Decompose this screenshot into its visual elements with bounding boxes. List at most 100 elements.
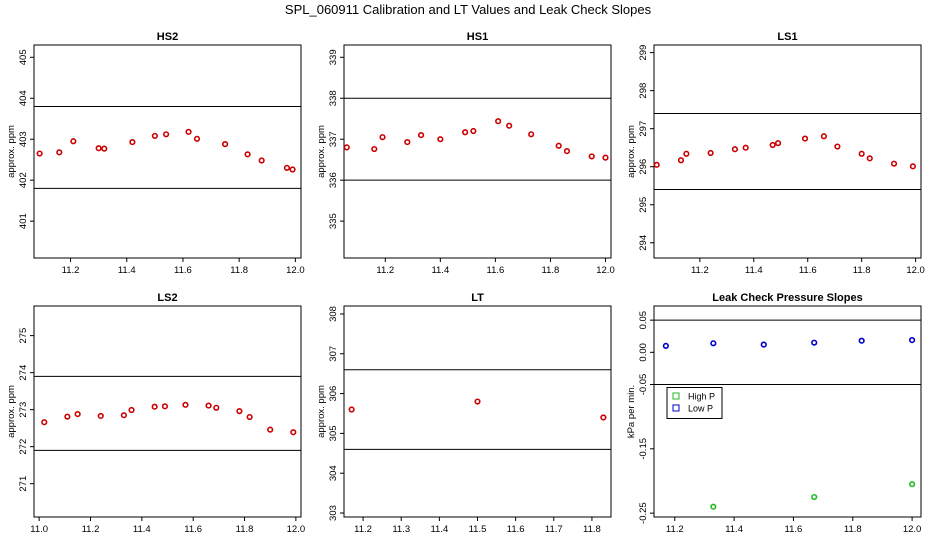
panel: HS2 11.2 11.4 11.6 11.8 12.0 401 402 403 404 405 ap… <box>6 31 305 276</box>
data-point <box>41 419 48 426</box>
y-tick-label: 272 <box>18 439 29 455</box>
data-point <box>563 147 571 155</box>
y-tick-label: 275 <box>18 328 29 344</box>
x-tick-label: 11.6 <box>184 524 202 535</box>
y-tick-label: 403 <box>18 131 29 147</box>
data-point <box>151 132 158 140</box>
data-point <box>205 402 212 409</box>
y-tick-label: 335 <box>328 213 339 229</box>
panel-title: LT <box>471 292 484 304</box>
data-point <box>908 481 916 488</box>
data-point <box>506 122 513 129</box>
data-point <box>528 131 535 138</box>
y-tick-label: 299 <box>638 45 649 61</box>
data-point <box>151 403 158 410</box>
y-tick-label: -0.15 <box>638 438 649 460</box>
data-point <box>182 401 189 408</box>
data-point <box>97 412 104 420</box>
data-point <box>495 118 502 125</box>
data-point <box>56 149 63 156</box>
y-tick-label: 303 <box>328 505 339 521</box>
data-point <box>193 135 201 142</box>
x-tick-label: 12.0 <box>596 265 615 276</box>
x-tick-label: 12.0 <box>903 524 922 535</box>
panel: LS1 11.2 11.4 11.6 11.8 12.0 294 295 296 297 298 29… <box>626 31 925 276</box>
data-point <box>710 340 717 347</box>
data-point <box>213 404 220 411</box>
legend-box <box>666 386 723 419</box>
data-point <box>662 342 669 349</box>
y-tick-label: 338 <box>328 90 339 106</box>
x-tick-label: 11.8 <box>542 265 560 276</box>
data-point <box>774 140 782 147</box>
plot-frame <box>343 305 612 518</box>
data-point <box>801 135 809 142</box>
data-point <box>707 149 714 157</box>
y-tick-label: 305 <box>328 425 339 441</box>
x-tick-label: 11.6 <box>799 265 817 276</box>
data-point <box>820 133 828 140</box>
data-point <box>470 127 477 135</box>
x-tick-label: 11.4 <box>725 524 743 535</box>
y-axis-label: approx. ppm <box>626 125 637 178</box>
y-tick-label: 294 <box>638 235 649 251</box>
data-point <box>36 150 43 157</box>
data-point <box>290 429 297 436</box>
data-point <box>811 493 818 501</box>
y-tick-label: 271 <box>18 476 29 492</box>
plot-frame <box>33 44 302 259</box>
data-point <box>289 166 296 173</box>
plot-frame <box>343 44 612 259</box>
y-tick-label: 337 <box>328 131 339 147</box>
data-point <box>222 141 229 148</box>
data-point <box>588 153 595 160</box>
x-tick-label: 11.8 <box>230 265 248 276</box>
data-point <box>74 410 81 418</box>
data-point <box>95 145 102 152</box>
data-point <box>236 408 243 415</box>
x-tick-label: 11.6 <box>785 524 803 535</box>
y-tick-label: 336 <box>328 172 339 188</box>
x-tick-label: 11.8 <box>853 265 871 276</box>
panel-title: LS2 <box>157 292 177 304</box>
data-point <box>101 145 108 152</box>
data-point <box>371 145 378 153</box>
data-point <box>474 398 481 405</box>
panel: HS1 11.2 11.4 11.6 11.8 12.0 335 336 337 338 339 ap… <box>316 31 615 276</box>
data-point <box>437 136 444 143</box>
data-point <box>185 128 192 135</box>
data-point <box>834 143 841 150</box>
data-point <box>417 132 425 139</box>
x-tick-label: 11.8 <box>583 524 601 535</box>
panel: LS2 11.0 11.2 11.4 11.6 11.8 12.0 271 272 273 274 2… <box>6 292 305 535</box>
figure-title: SPL_060911 Calibration and LT Values and… <box>284 2 652 17</box>
data-point <box>769 141 776 149</box>
data-point <box>683 150 690 157</box>
data-point <box>462 129 469 136</box>
legend: High P Low P <box>666 386 723 419</box>
data-point <box>129 138 136 146</box>
x-tick-label: 11.6 <box>507 524 525 535</box>
data-point <box>404 138 411 146</box>
data-point <box>267 426 274 433</box>
data-point <box>760 341 767 348</box>
y-tick-label: -0.05 <box>638 374 649 396</box>
y-tick-label: 295 <box>638 197 649 213</box>
data-point <box>890 160 898 167</box>
plot-frame <box>33 305 302 518</box>
y-tick-label: 402 <box>18 172 29 188</box>
x-tick-label: 11.6 <box>174 265 192 276</box>
y-tick-label: 306 <box>328 386 339 402</box>
y-tick-label: 404 <box>18 90 29 106</box>
x-tick-label: 11.6 <box>486 265 504 276</box>
y-tick-label: 0.00 <box>638 343 649 362</box>
data-point <box>909 163 917 170</box>
y-tick-label: -0.25 <box>638 502 649 524</box>
x-tick-label: 11.3 <box>392 524 410 535</box>
x-tick-label: 11.4 <box>133 524 151 535</box>
x-tick-label: 11.4 <box>118 265 136 276</box>
data-point <box>710 503 717 510</box>
panel-title: HS2 <box>157 31 178 43</box>
x-tick-label: 12.0 <box>287 524 306 535</box>
y-axis-label: approx. ppm <box>6 385 17 438</box>
